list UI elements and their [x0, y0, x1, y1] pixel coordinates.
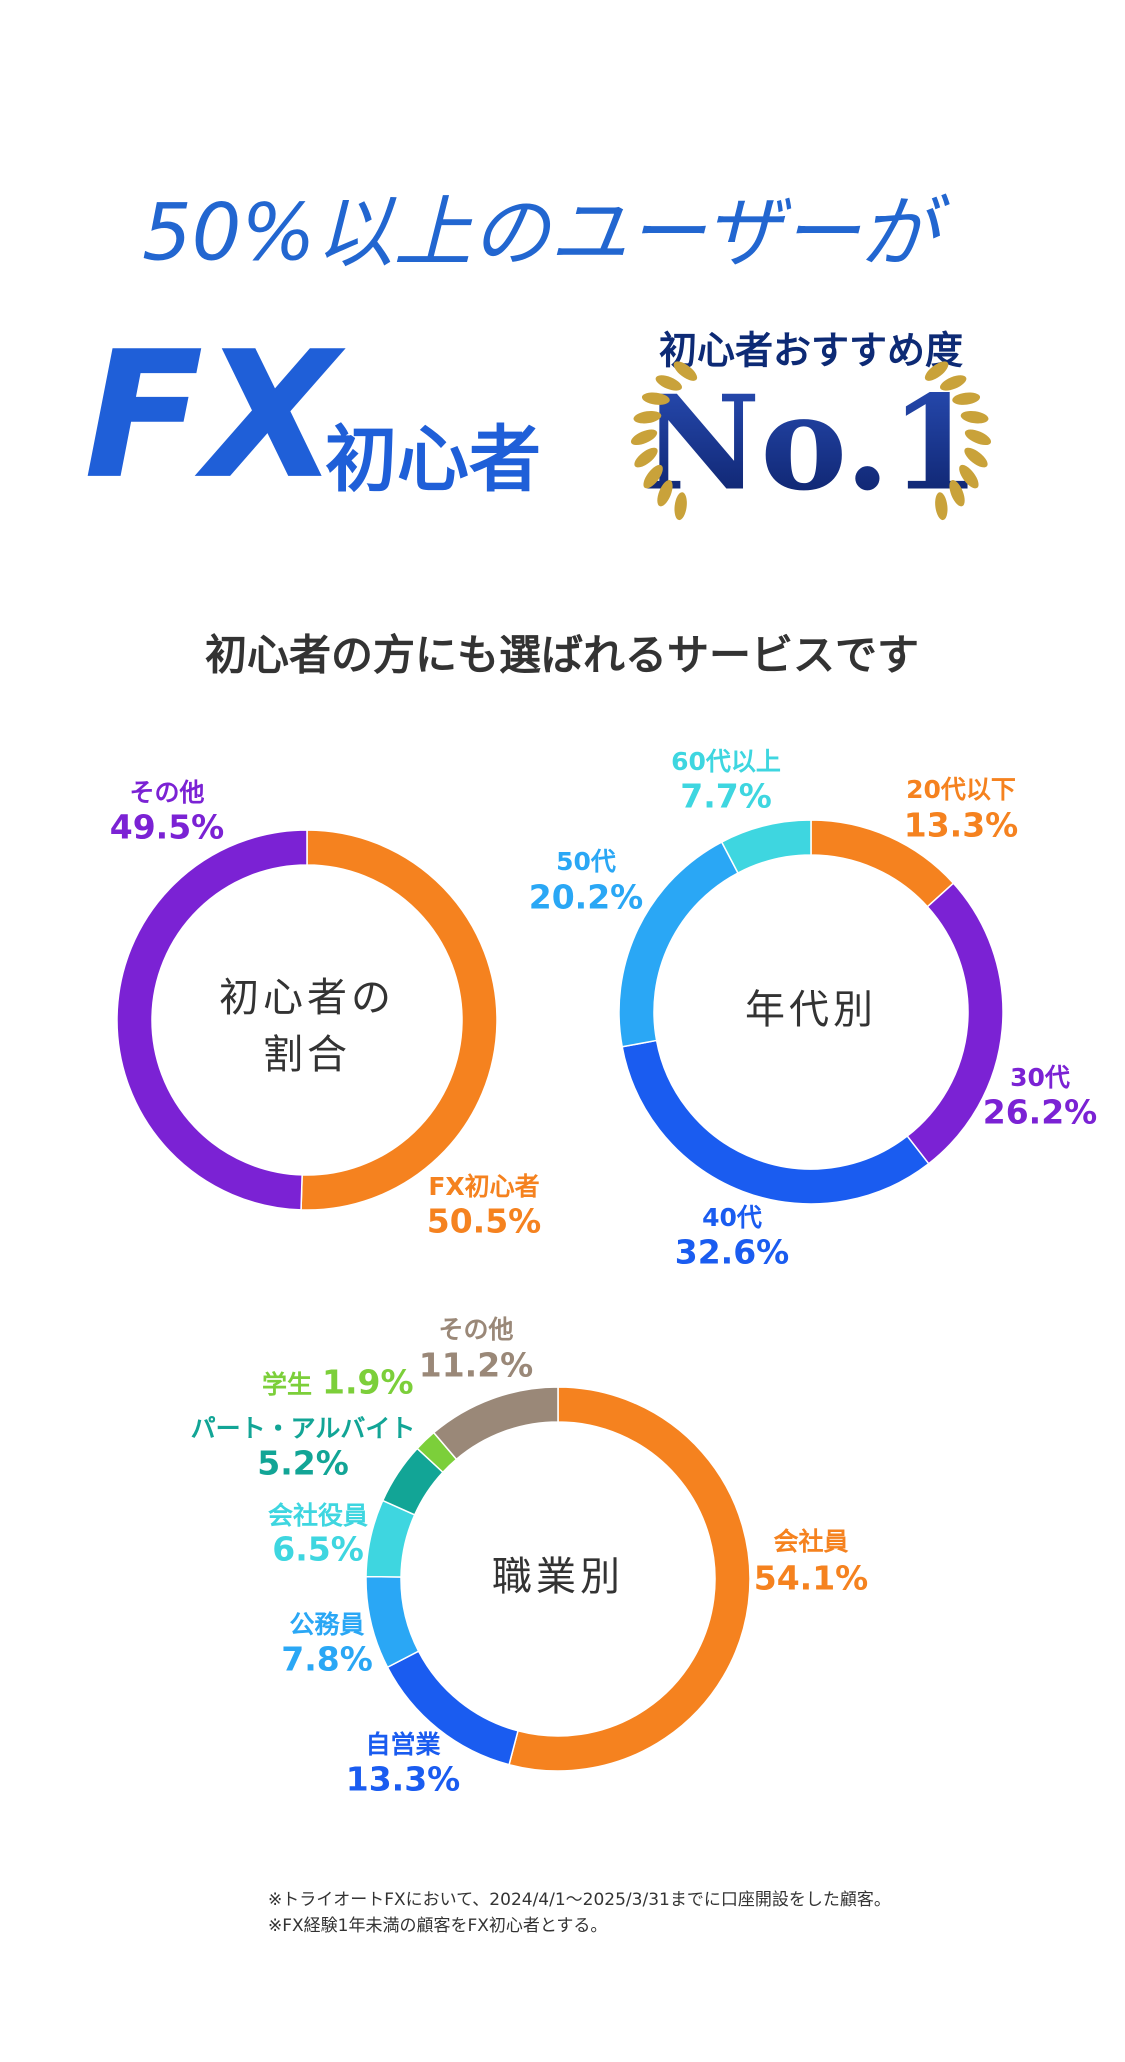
- donut-center-label: 年代別: [745, 987, 877, 1033]
- donut-segment: [720, 819, 812, 875]
- laurel-leaf: [674, 492, 687, 521]
- segment-value: 50.5%: [427, 1202, 542, 1241]
- segment-value: 11.2%: [419, 1346, 534, 1385]
- laurel-leaf: [960, 410, 989, 424]
- badge-rank: No.1: [642, 367, 981, 520]
- segment-name: その他: [438, 1315, 513, 1344]
- laurel-leaf: [657, 480, 673, 507]
- badge-caption: 初心者おすすめ度: [659, 329, 963, 373]
- segment-name: 公務員: [289, 1610, 364, 1639]
- segment-name: パート・アルバイト: [191, 1414, 416, 1443]
- donut-segment: [508, 1386, 751, 1772]
- donut-center-label: 職業別: [492, 1554, 624, 1600]
- segment-name: 会社役員: [268, 1501, 368, 1530]
- donut-center-label: 割合: [263, 1032, 351, 1078]
- segment-value: 26.2%: [983, 1093, 1098, 1132]
- laurel-leaf: [643, 464, 663, 489]
- laurel-leaf: [630, 429, 658, 446]
- laurel-leaf: [633, 410, 662, 424]
- segment-name: FX初心者: [428, 1172, 539, 1201]
- donut-center-label: 初心者の: [219, 975, 395, 1021]
- laurel-leaf: [634, 447, 658, 468]
- donut-segment: [365, 1575, 420, 1669]
- donut-segment: [432, 1386, 559, 1461]
- segment-value: 54.1%: [754, 1559, 869, 1598]
- segment-name: 30代: [1010, 1063, 1070, 1092]
- segment-value: 5.2%: [257, 1444, 349, 1483]
- segment-name: その他: [129, 778, 204, 807]
- donut-segment: [621, 1039, 930, 1205]
- beginner-text: 初心者: [325, 418, 541, 502]
- laurel-leaf: [949, 480, 965, 507]
- segment-name: 会社員: [773, 1527, 848, 1556]
- donut-segment: [116, 829, 308, 1211]
- segment-name: 50代: [556, 847, 616, 876]
- laurel-leaf: [952, 392, 981, 405]
- laurel-leaf: [964, 447, 988, 468]
- segment-value: 20.2%: [529, 878, 644, 917]
- segment-value: 1.9%: [322, 1363, 414, 1402]
- segment-value: 7.7%: [680, 777, 772, 816]
- laurel-leaf: [935, 492, 948, 521]
- donut-segment: [300, 829, 498, 1211]
- headline: 50%以上のユーザーが: [142, 188, 950, 278]
- segment-value: 32.6%: [675, 1233, 790, 1272]
- laurel-leaf: [655, 375, 682, 391]
- laurel-leaf: [964, 429, 992, 446]
- laurel-leaf: [924, 361, 949, 381]
- segment-name: 学生: [262, 1370, 312, 1399]
- segment-value: 13.3%: [904, 806, 1019, 845]
- note: ※FX経験1年未満の顧客をFX初心者とする。: [268, 1916, 607, 1936]
- fx-logo: FX: [84, 315, 347, 518]
- segment-value: 13.3%: [346, 1760, 461, 1799]
- segment-name: 自営業: [365, 1730, 440, 1759]
- subtitle: 初心者の方にも選ばれるサービスです: [205, 631, 919, 680]
- laurel-leaf: [940, 375, 967, 391]
- segment-value: 6.5%: [272, 1530, 364, 1569]
- segment-name: 60代以上: [671, 747, 781, 776]
- segment-value: 49.5%: [110, 808, 225, 847]
- segment-value: 7.8%: [281, 1640, 373, 1679]
- note: ※トライオートFXにおいて、2024/4/1〜2025/3/31までに口座開設を…: [268, 1890, 891, 1910]
- laurel-leaf: [673, 361, 698, 381]
- donut-segment: [618, 841, 739, 1048]
- segment-name: 20代以下: [906, 775, 1016, 804]
- laurel-leaf: [959, 464, 979, 489]
- segment-name: 40代: [702, 1203, 762, 1232]
- laurels: [630, 361, 992, 521]
- laurel-leaf: [641, 392, 670, 405]
